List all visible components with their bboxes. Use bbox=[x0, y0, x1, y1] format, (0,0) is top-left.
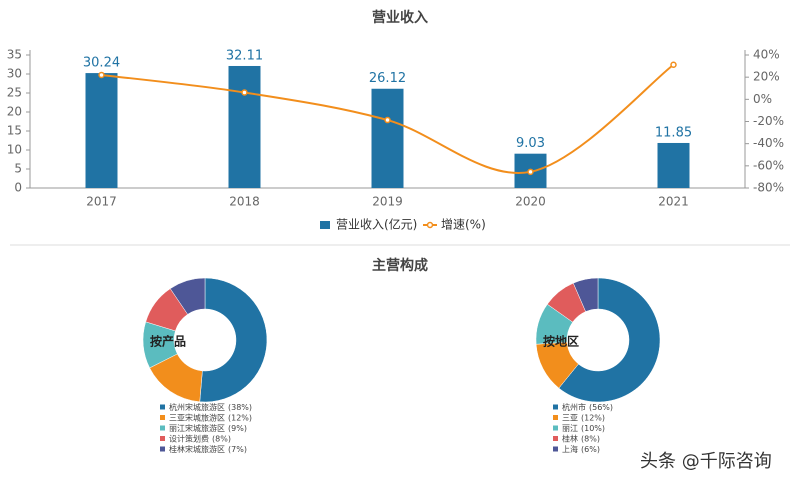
legend-swatch bbox=[553, 425, 558, 431]
legend-swatch bbox=[553, 404, 558, 410]
y2-tick-label: -20% bbox=[753, 114, 784, 128]
chart-title: 营业收入 bbox=[372, 9, 428, 26]
legend-value: (10%) bbox=[581, 424, 605, 433]
legend-label: 营业收入(亿元) bbox=[336, 217, 417, 232]
y2-tick-label: 0% bbox=[753, 92, 772, 106]
legend-swatch bbox=[160, 436, 165, 441]
legend-value: (8%) bbox=[212, 434, 231, 443]
bar-value-label: 32.11 bbox=[226, 48, 263, 63]
legend-swatch bbox=[426, 221, 434, 229]
legend-value: (38%) bbox=[228, 403, 252, 412]
legend-swatch bbox=[160, 415, 165, 420]
y-tick-label: 25 bbox=[7, 86, 22, 100]
bar-value-label: 11.85 bbox=[655, 125, 692, 140]
legend-value: (7%) bbox=[228, 445, 247, 454]
line-point bbox=[241, 89, 248, 96]
x-tick-label: 2017 bbox=[86, 195, 117, 209]
legend-label: 三亚 (12%) bbox=[562, 413, 605, 422]
section-title: 主营构成 bbox=[372, 257, 428, 274]
legend-category: 桂林 bbox=[562, 433, 578, 443]
y-tick-label: 35 bbox=[7, 48, 22, 62]
y2-tick-label: 20% bbox=[753, 70, 780, 84]
legend-value: (12%) bbox=[581, 413, 605, 422]
legend-category: 杭州市 bbox=[562, 402, 586, 412]
line-point bbox=[384, 116, 391, 124]
pie-slice bbox=[572, 277, 599, 312]
legend-label: 杭州宋城旅游区 (38%) bbox=[169, 402, 252, 412]
legend-label: 丽江 (10%) bbox=[562, 424, 605, 433]
legend-category: 设计策划费 bbox=[169, 433, 209, 443]
y-tick-label: 5 bbox=[14, 162, 22, 176]
legend-swatch bbox=[553, 436, 558, 441]
legend-value: (56%) bbox=[589, 403, 613, 412]
y-tick-label: 15 bbox=[7, 124, 22, 138]
pie-slice bbox=[169, 277, 206, 315]
legend-swatch bbox=[160, 404, 165, 410]
line-point bbox=[527, 168, 534, 176]
y2-tick-label: 40% bbox=[753, 48, 780, 62]
pie-slice bbox=[199, 277, 268, 403]
legend-label: 设计策划费 (8%) bbox=[169, 433, 231, 443]
line-point bbox=[98, 71, 105, 79]
y-tick-label: 10 bbox=[7, 143, 22, 157]
legend-swatch bbox=[553, 415, 558, 420]
y2-tick-label: -40% bbox=[753, 136, 784, 150]
legend-category: 三亚宋城旅游区 bbox=[169, 412, 225, 422]
legend-category: 三亚 bbox=[562, 413, 578, 422]
bar bbox=[657, 142, 690, 188]
legend-swatch bbox=[160, 425, 165, 431]
legend-swatch bbox=[553, 446, 558, 452]
bar-value-label: 26.12 bbox=[369, 71, 406, 86]
legend-category: 丽江 bbox=[562, 424, 578, 433]
pie-label: 按地区 bbox=[543, 334, 579, 349]
bar-value-label: 9.03 bbox=[516, 136, 545, 151]
legend-label: 增速(%) bbox=[441, 218, 486, 232]
legend-category: 丽江宋城旅游区 bbox=[169, 423, 225, 433]
bar bbox=[85, 73, 118, 188]
line-point bbox=[670, 61, 677, 69]
legend-label: 桂林 (8%) bbox=[562, 433, 600, 443]
legend-value: (8%) bbox=[581, 434, 600, 443]
bar bbox=[228, 65, 261, 188]
x-tick-label: 2020 bbox=[515, 195, 546, 209]
x-tick-label: 2019 bbox=[372, 195, 403, 209]
legend-label: 三亚宋城旅游区 (12%) bbox=[169, 412, 252, 422]
legend-label: 丽江宋城旅游区 (9%) bbox=[169, 423, 247, 433]
y2-tick-label: -80% bbox=[753, 181, 784, 195]
bar-value-label: 30.24 bbox=[83, 56, 120, 71]
bar bbox=[371, 88, 404, 188]
x-tick-label: 2018 bbox=[229, 195, 260, 209]
watermark: 头条 @千际咨询 bbox=[640, 451, 772, 472]
legend-category: 杭州宋城旅游区 bbox=[169, 402, 225, 412]
legend-label: 上海 (6%) bbox=[562, 444, 600, 454]
legend-label: 桂林宋城旅游区 (7%) bbox=[169, 444, 247, 454]
y2-tick-label: -60% bbox=[753, 158, 784, 172]
y-tick-label: 0 bbox=[14, 181, 22, 195]
legend-swatch bbox=[160, 446, 165, 452]
x-tick-label: 2021 bbox=[658, 195, 689, 209]
legend-label: 杭州市 (56%) bbox=[562, 402, 613, 412]
legend-category: 上海 bbox=[562, 444, 578, 454]
legend-value: (9%) bbox=[228, 424, 247, 433]
y-tick-label: 20 bbox=[7, 105, 22, 119]
legend-category: 桂林宋城旅游区 bbox=[169, 444, 225, 454]
legend-value: (12%) bbox=[228, 413, 252, 422]
y-tick-label: 30 bbox=[7, 67, 22, 81]
legend-swatch bbox=[320, 221, 330, 229]
legend-value: (6%) bbox=[581, 445, 600, 454]
pie-label: 按产品 bbox=[150, 334, 186, 349]
